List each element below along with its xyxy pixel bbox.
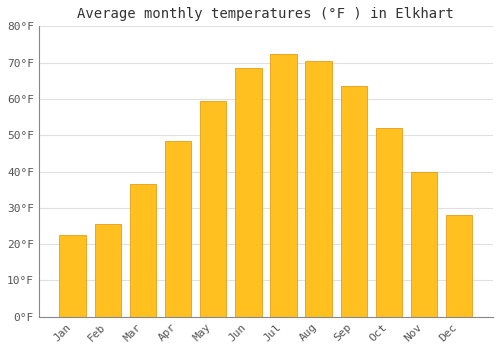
- Bar: [446, 215, 472, 317]
- Bar: [130, 184, 156, 317]
- Bar: [235, 68, 262, 317]
- Bar: [94, 224, 121, 317]
- Bar: [340, 86, 367, 317]
- Bar: [200, 101, 226, 317]
- Bar: [376, 128, 402, 317]
- Bar: [306, 61, 332, 317]
- Title: Average monthly temperatures (°F ) in Elkhart: Average monthly temperatures (°F ) in El…: [78, 7, 454, 21]
- Bar: [411, 172, 438, 317]
- Bar: [165, 141, 191, 317]
- Bar: [270, 54, 296, 317]
- Bar: [60, 235, 86, 317]
